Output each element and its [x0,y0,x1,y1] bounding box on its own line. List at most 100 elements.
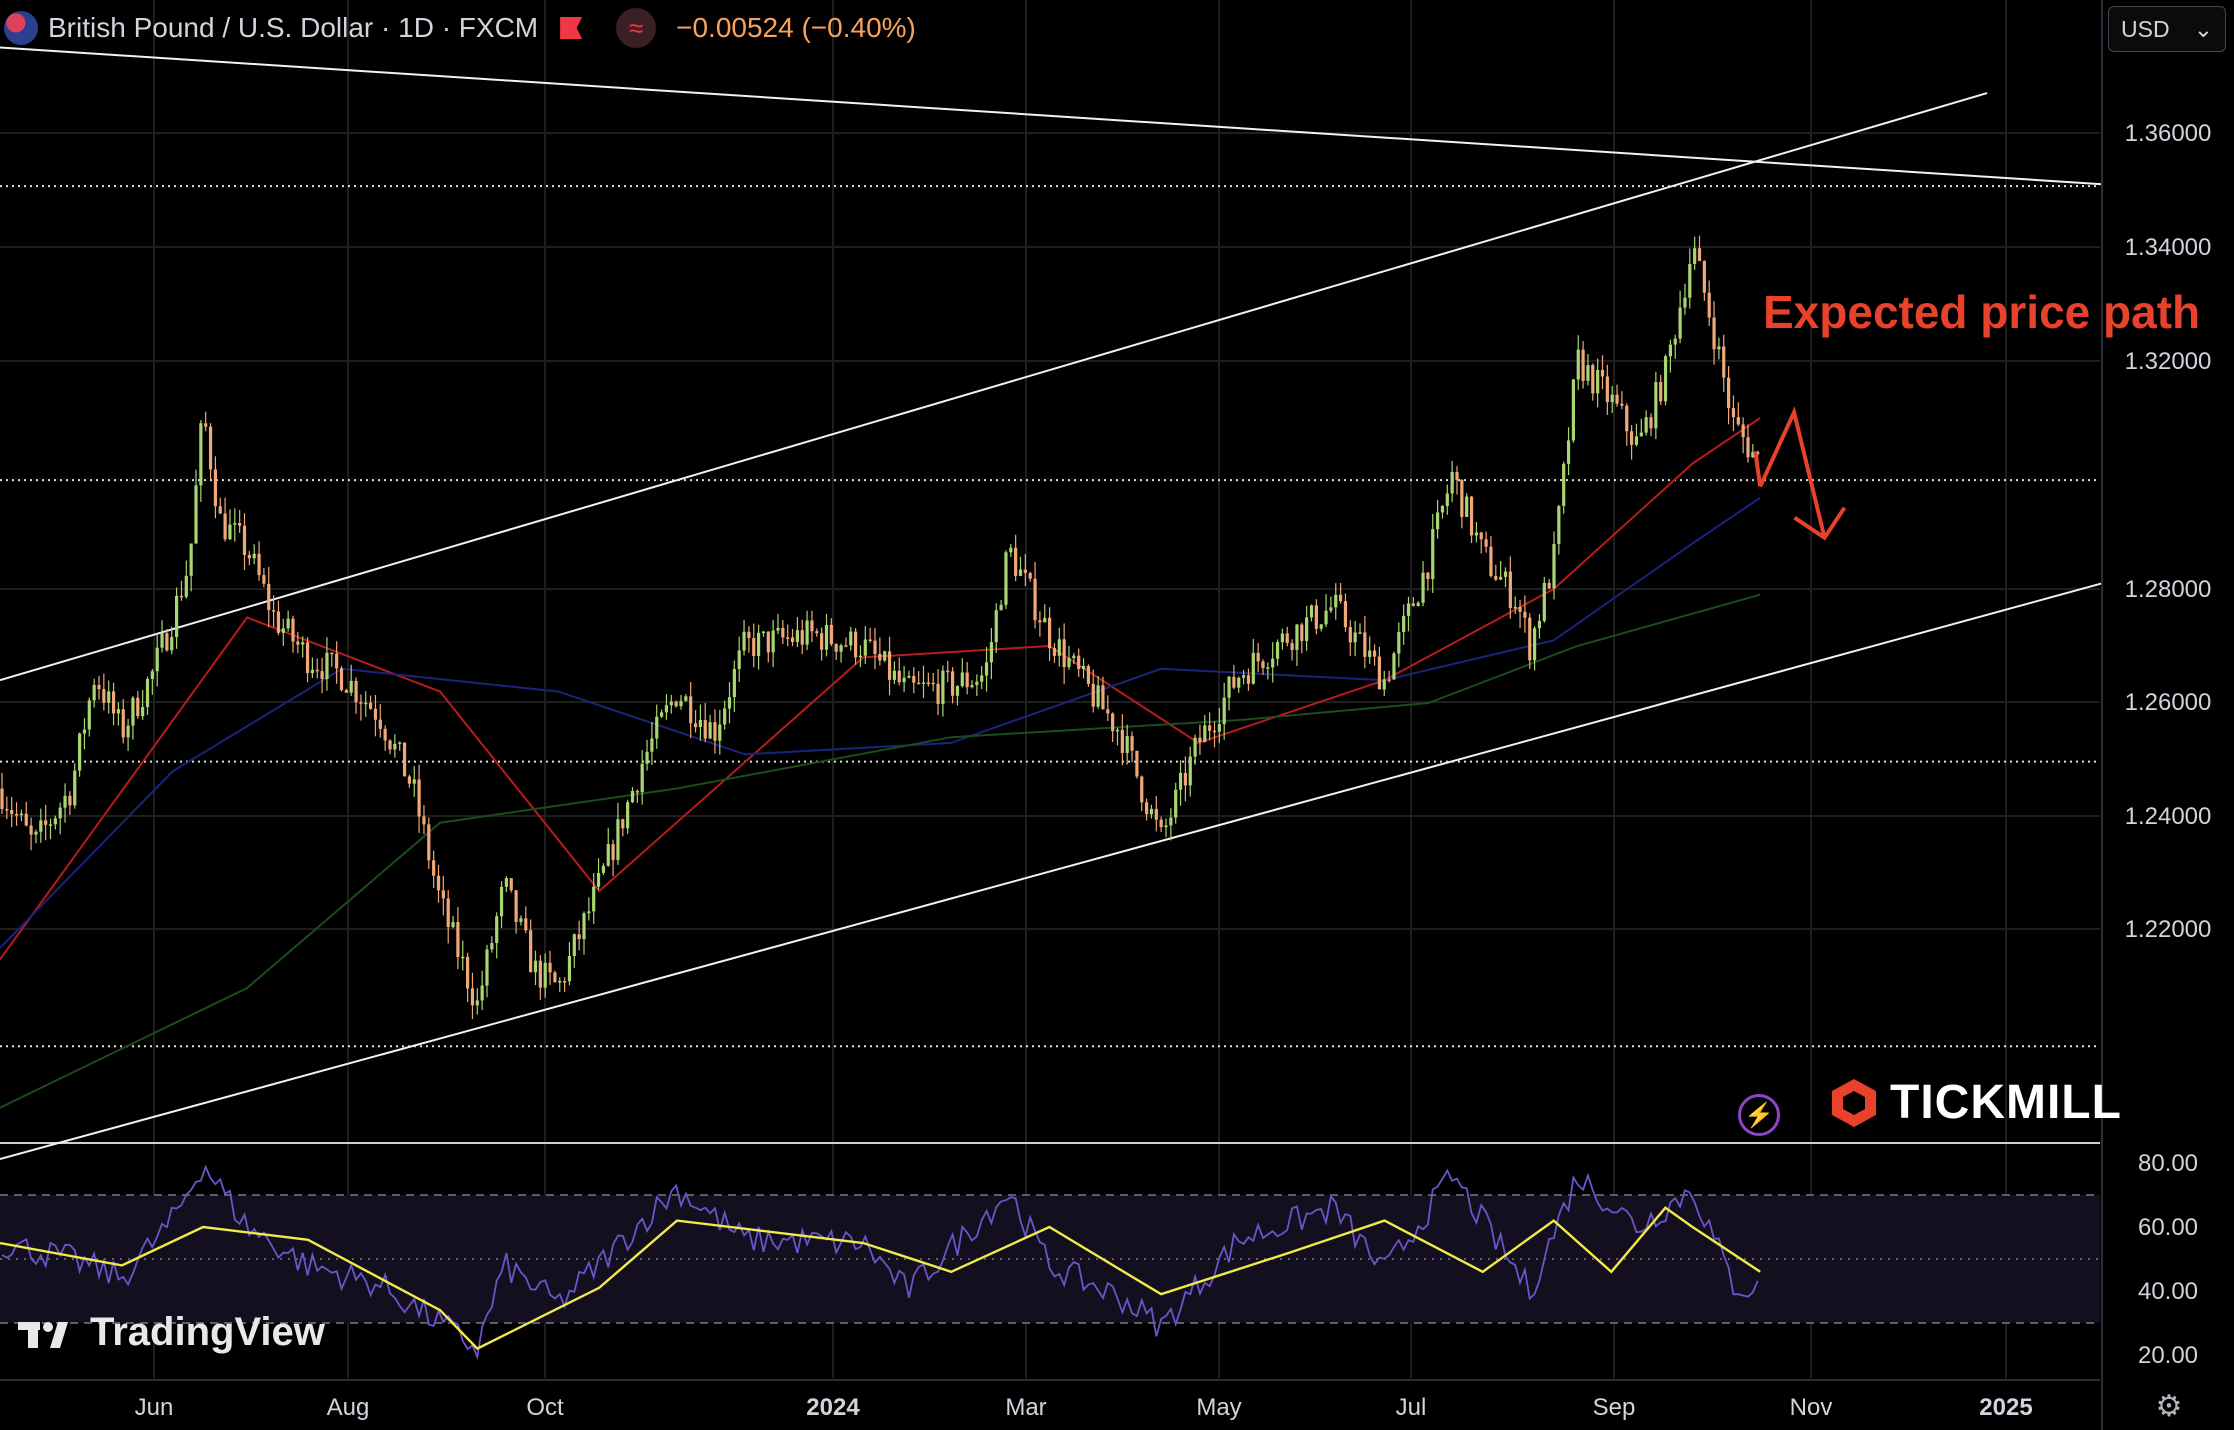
expected-path-start [1753,451,1763,487]
candle-body [1474,532,1478,536]
rsi-line [1,1164,1759,1361]
candle-body [388,740,392,750]
candle-body [228,524,232,540]
candle-body [121,709,125,738]
candle-body [1101,685,1105,710]
candle-body [1581,349,1585,381]
candle-body [485,949,489,986]
candle-body [558,981,562,983]
trend-lines [0,46,2103,1160]
candle-body [320,671,324,680]
candle-body [1120,729,1124,753]
candle-body [1227,676,1231,698]
flag-marker-icon[interactable] [560,17,583,39]
candle-body [795,630,799,642]
candle-body [1334,594,1338,608]
candle-body [1518,607,1522,612]
symbol-title[interactable]: British Pound / U.S. Dollar · 1D · FXCM [48,12,539,43]
candle-body [1591,365,1595,394]
candle-body [1014,547,1018,576]
candle-body [82,729,87,734]
candle-body [1576,349,1580,380]
candle-body [587,911,591,914]
candle-body [820,633,824,650]
candle-body [1450,471,1454,494]
candle-body [519,918,523,922]
candle-body [436,875,441,891]
candle-body [1251,652,1255,684]
candle-body [1062,639,1066,668]
candle-body [247,554,251,559]
candle-body [1174,789,1178,818]
candle-body [14,814,19,816]
candle-body [189,543,193,576]
candle-body [1484,539,1488,547]
candle-body [1285,633,1289,644]
candle-body [878,654,882,661]
candle-body [184,575,188,597]
candle-body [39,820,43,832]
candle-body [509,878,513,891]
candle-body [844,645,848,647]
moving-average-line [0,496,1761,949]
candle-body [1072,655,1076,659]
candle-body [1494,576,1498,580]
candle-body [1140,776,1144,803]
candle-body [393,743,397,750]
candle-body [1392,653,1396,680]
candle-body [1111,713,1115,732]
candle-body [1416,602,1420,606]
candle-body [1130,736,1134,751]
candle-body [1077,655,1081,670]
tradingview-logo[interactable]: TradingView [18,1310,325,1355]
candle-body [1314,605,1318,629]
candle-body [1693,248,1697,264]
candle-body [359,702,363,704]
rsi-ma-line [0,1206,1761,1351]
candle-body [1183,772,1187,786]
candle-body [907,675,911,678]
candle-body [829,624,833,645]
candle-body [48,824,53,826]
candle-body [1067,658,1071,668]
candle-body [1663,356,1668,402]
candle-body [1406,603,1411,616]
candle-body [1431,529,1435,579]
candle-body [1479,532,1483,540]
candle-body [1426,572,1430,579]
candle-body [310,669,314,674]
candle-body [456,922,460,958]
candle-body [364,702,368,705]
candle-body [1421,572,1425,603]
currency-select[interactable]: USD ⌄ [2108,6,2226,52]
flash-icon[interactable]: ⚡ [1738,1094,1780,1136]
candle-body [921,682,926,684]
candle-body [747,631,751,639]
candle-body [1731,408,1736,418]
candle-body [572,934,576,956]
candle-body [1048,617,1052,649]
candle-body [446,898,450,928]
gear-icon[interactable]: ⚙ [2155,1390,2183,1423]
candle-body [533,960,538,973]
candle-body [863,639,867,656]
candle-body [1741,424,1745,438]
time-tick-label: 2025 [1979,1394,2032,1421]
time-tick-label: May [1196,1394,1241,1421]
candle-body [1033,578,1037,621]
candle-body [616,819,620,861]
candle-body [553,972,557,983]
candle-body [1440,506,1445,513]
candle-body [73,770,77,806]
candle-body [136,697,140,717]
candle-body [305,642,310,674]
indicator-icon[interactable]: ≈ [616,8,657,48]
candle-body [1154,808,1158,820]
candle-body [1503,571,1508,577]
candle-body [1353,632,1357,643]
candle-body [1004,552,1008,605]
candle-body [849,631,853,646]
candle-body [1625,405,1629,432]
candle-body [650,738,654,752]
